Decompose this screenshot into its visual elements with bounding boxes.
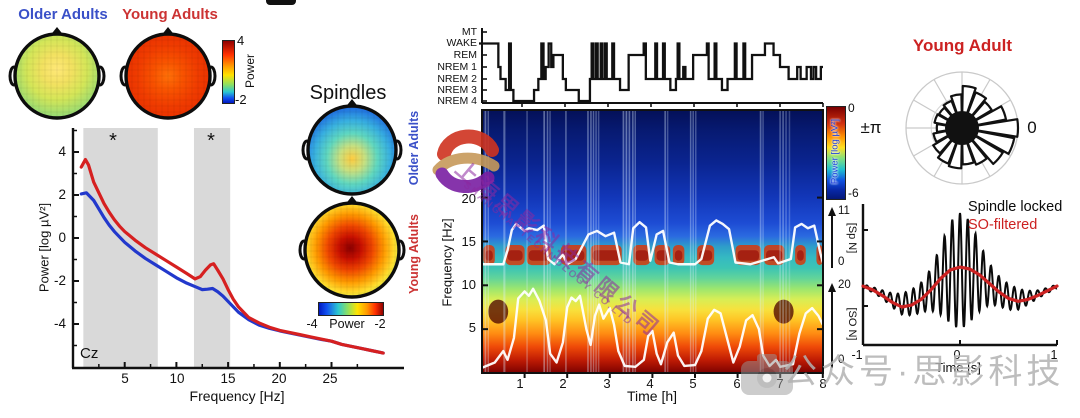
- spectrum-ytick-4: 4: [58, 144, 66, 159]
- spectrogram-xtick-7: 7: [776, 376, 784, 391]
- count-axes-arrows: [828, 207, 836, 368]
- spectrogram-colorbar: [826, 106, 846, 200]
- channel-annotation: Cz: [80, 345, 99, 362]
- spectrum-ytick-n2: -2: [53, 273, 66, 288]
- spectrogram-y-axis-label: Frequency [Hz]: [439, 218, 455, 307]
- spectrogram-xtick-5: 5: [689, 376, 697, 391]
- spectrogram-ytick-10: 10: [461, 277, 476, 292]
- stage-label-wake: WAKE: [446, 37, 477, 49]
- spectrogram-colorbar-label: Power [log µV²]: [829, 118, 841, 185]
- spectrogram-xtick-1: 1: [516, 376, 524, 391]
- stage-label-nrem1: NREM 1: [437, 61, 477, 73]
- spectrogram-ytick-15: 15: [461, 234, 476, 249]
- spindles-colorbar-label: Power: [329, 317, 365, 331]
- so-axis-max: 20: [838, 279, 851, 291]
- sp-axis-max: 11: [838, 205, 850, 217]
- spectrogram-xtick-8: 8: [819, 376, 827, 391]
- polar-title: Young Adult: [912, 36, 1013, 55]
- older-adults-topo-title: Older Adults: [18, 6, 108, 23]
- spectrogram-plot: [481, 109, 824, 378]
- polar-pi-label: ±π: [860, 118, 882, 137]
- crop-mark: [266, 0, 296, 5]
- spectrum-xtick-5: 5: [121, 371, 129, 386]
- stage-label-nrem2: NREM 2: [437, 73, 477, 85]
- power-colorbar-min: -2: [235, 92, 247, 107]
- legend-so-filtered: SO-filtered: [968, 217, 1038, 233]
- wave-xtick-n1: -1: [851, 348, 863, 362]
- spectrogram-xtick-2: 2: [559, 376, 567, 391]
- spectrum-x-axis-label: Frequency [Hz]: [189, 388, 285, 404]
- sig-marker-1: *: [109, 130, 117, 152]
- power-topomap-panel: [8, 27, 217, 120]
- spectrum-xtick-20: 20: [271, 371, 287, 386]
- wave-xtick-0: 0: [953, 348, 961, 362]
- spectrogram-x-axis-label: Time [h]: [626, 388, 678, 404]
- hypnogram-plot: [479, 28, 824, 107]
- spectrogram-colorbar-min: -6: [848, 186, 859, 200]
- spectrum-xtick-10: 10: [169, 371, 185, 386]
- stage-label-nrem3: NREM 3: [437, 84, 477, 96]
- spectrum-ytick-n4: -4: [53, 316, 66, 331]
- waveform-plot: [861, 204, 1059, 347]
- spectrogram-ytick-5: 5: [468, 320, 476, 335]
- polar-zero-label: 0: [1027, 118, 1037, 137]
- power-colorbar-label: Power: [243, 54, 257, 89]
- spindles-colorbar: [318, 302, 384, 316]
- stage-label-mt: MT: [461, 26, 477, 38]
- spectrum-ytick-0: 0: [58, 230, 66, 245]
- polar-histogram-plot: [905, 71, 1020, 185]
- so-axis-min: 0: [838, 354, 845, 366]
- spectrum-plot: [71, 128, 404, 370]
- spectrum-xtick-25: 25: [322, 371, 338, 386]
- spindle-older-label: Older Adults: [407, 110, 421, 186]
- stage-label-nrem4: NREM 4: [437, 95, 477, 107]
- spectrogram-xtick-3: 3: [603, 376, 611, 391]
- wave-xtick-1: 1: [1050, 348, 1058, 362]
- spindles-title: Spindles: [309, 82, 387, 104]
- young-adults-topo-title: Young Adults: [122, 6, 218, 23]
- spindle-topomap-panel: [298, 99, 406, 299]
- spectrum-xtick-15: 15: [220, 371, 236, 386]
- spindle-young-label: Young Adults: [407, 214, 421, 294]
- spectrum-ytick-2: 2: [58, 187, 66, 202]
- wave-x-axis-label: Time [s]: [935, 360, 981, 375]
- spectrogram-xtick-4: 4: [646, 376, 654, 391]
- spindles-colorbar-min: -4: [306, 317, 318, 331]
- stage-label-rem: REM: [453, 49, 477, 61]
- power-colorbar: [222, 40, 235, 104]
- spectrogram-ytick-20: 20: [461, 191, 476, 206]
- legend-spindle-locked: Spindle locked: [968, 199, 1063, 215]
- power-colorbar-max: 4: [237, 33, 245, 48]
- sp-axis-min: 0: [838, 256, 845, 268]
- spindles-colorbar-max: -2: [374, 317, 386, 331]
- sig-marker-2: *: [207, 130, 215, 152]
- spectrogram-xtick-6: 6: [733, 376, 741, 391]
- spectrogram-colorbar-max: 0: [848, 101, 855, 115]
